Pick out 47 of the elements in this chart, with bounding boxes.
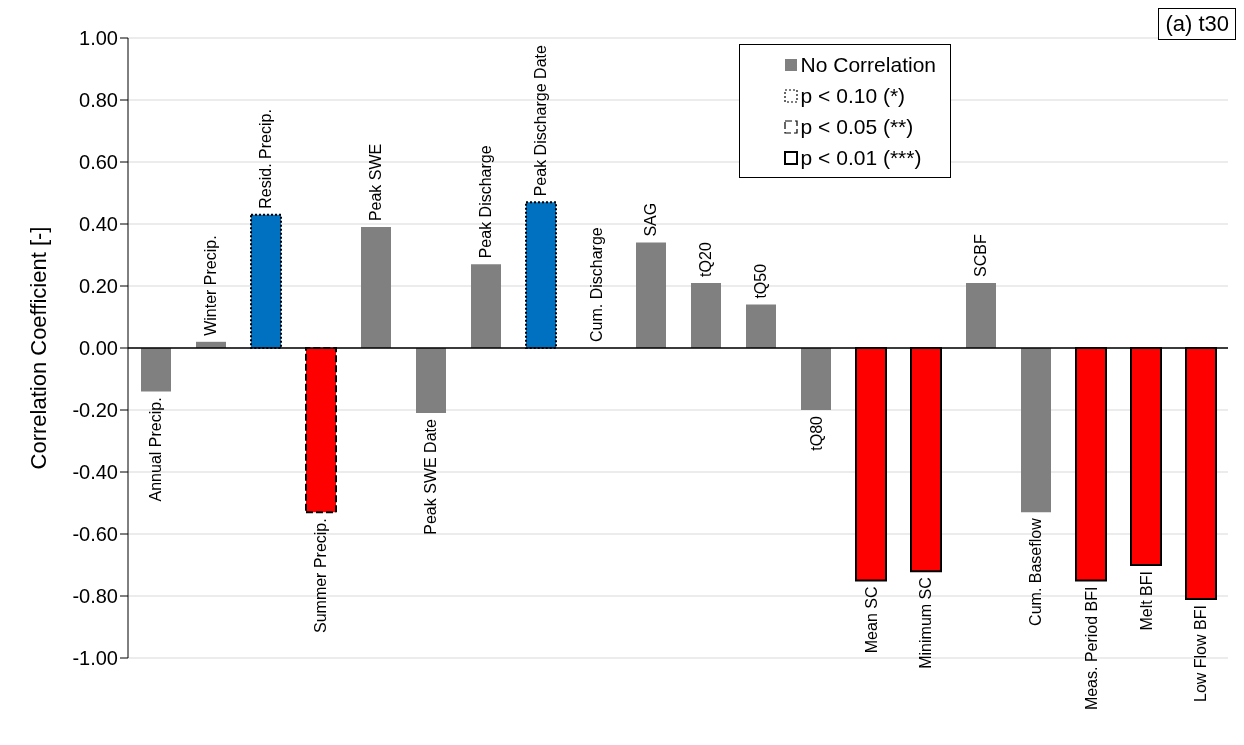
x-tick-label: SCBF xyxy=(972,234,990,277)
x-tick-label: Meas. Period BFI xyxy=(1082,586,1100,711)
bar xyxy=(636,242,666,348)
x-tick-label: Summer Precip. xyxy=(312,518,330,633)
bar xyxy=(141,348,171,392)
x-tick-label: Mean SC xyxy=(862,586,880,654)
legend-label: p < 0.01 (***) xyxy=(800,145,922,170)
y-tick-label: -0.40 xyxy=(72,461,118,484)
y-tick-label: 1.00 xyxy=(79,27,118,50)
y-tick-label: -0.80 xyxy=(72,585,118,608)
text: (a) t30 xyxy=(1158,8,1236,40)
x-tick-label: Low Flow BFI xyxy=(1192,605,1210,703)
x-tick-label: Cum. Discharge xyxy=(587,227,605,342)
x-tick-label: Peak Discharge Date xyxy=(532,45,550,197)
x-tick-label: Minimum SC xyxy=(917,577,935,669)
y-tick-label: 0.20 xyxy=(79,275,118,298)
legend-label: No Correlation xyxy=(800,52,936,77)
x-tick-label: Melt BFI xyxy=(1137,571,1155,631)
y-tick-label: 0.80 xyxy=(79,89,118,112)
y-tick-label: 0.40 xyxy=(79,213,118,236)
x-tick-label: Peak Discharge xyxy=(477,145,495,259)
y-tick-label: -0.20 xyxy=(72,399,118,422)
x-tick-label: Peak SWE Date xyxy=(422,419,440,535)
y-tick-label: 0.00 xyxy=(79,337,118,360)
x-tick-label: Annual Precip. xyxy=(147,397,165,502)
x-tick-label: tQ20 xyxy=(697,242,715,277)
y-tick-label: 0.60 xyxy=(79,151,118,174)
x-tick-label: Resid. Precip. xyxy=(257,109,275,209)
x-tick-label: Cum. Baseflow xyxy=(1027,517,1045,626)
bar xyxy=(1021,348,1051,513)
bar xyxy=(746,304,776,348)
legend-label: p < 0.10 (*) xyxy=(800,83,906,108)
bar xyxy=(416,348,446,414)
x-tick-label: tQ80 xyxy=(807,415,825,451)
x-tick-label: Winter Precip. xyxy=(202,235,220,336)
bar xyxy=(801,348,831,410)
x-tick-label: SAG xyxy=(642,202,660,237)
bar xyxy=(691,282,721,348)
bar xyxy=(361,227,391,348)
y-axis-title: Correlation Coefficient [-] xyxy=(25,226,51,470)
y-tick-label: -0.60 xyxy=(72,523,118,546)
bar xyxy=(471,264,501,348)
y-tick-label: -1.00 xyxy=(72,647,118,670)
legend-label: p < 0.05 (**) xyxy=(800,114,914,139)
x-tick-label: tQ50 xyxy=(752,263,770,299)
bar xyxy=(966,282,996,348)
x-tick-label: Peak SWE xyxy=(367,143,385,222)
